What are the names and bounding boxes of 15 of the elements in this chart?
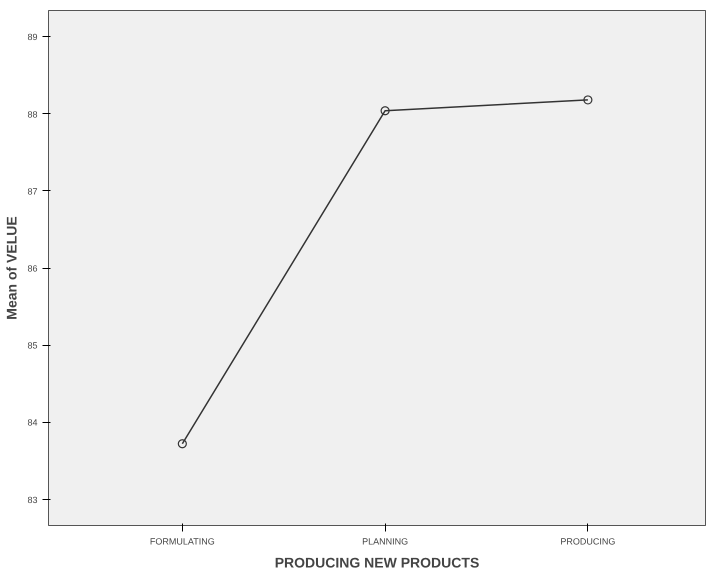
y-tick-label: 83 [27,494,38,505]
y-axis-title: Mean of VELUE [3,216,20,320]
y-tick-label: 88 [27,109,38,120]
y-tick-label: 84 [27,418,38,428]
point [380,106,390,116]
y-tick-label: 86 [27,264,38,274]
y-tick-label: 85 [27,340,38,351]
y-tick-label: 87 [27,186,38,196]
y-tick-label: 89 [27,32,38,42]
point [583,95,592,105]
x-axis-title: PRODUCING NEW PRODUCTS [274,554,480,570]
x-tick-label: PLANNING [362,536,408,546]
point [178,439,187,448]
x-tick-label: FORMULATING [150,536,215,546]
x-tick-label: PRODUCING [560,536,616,546]
